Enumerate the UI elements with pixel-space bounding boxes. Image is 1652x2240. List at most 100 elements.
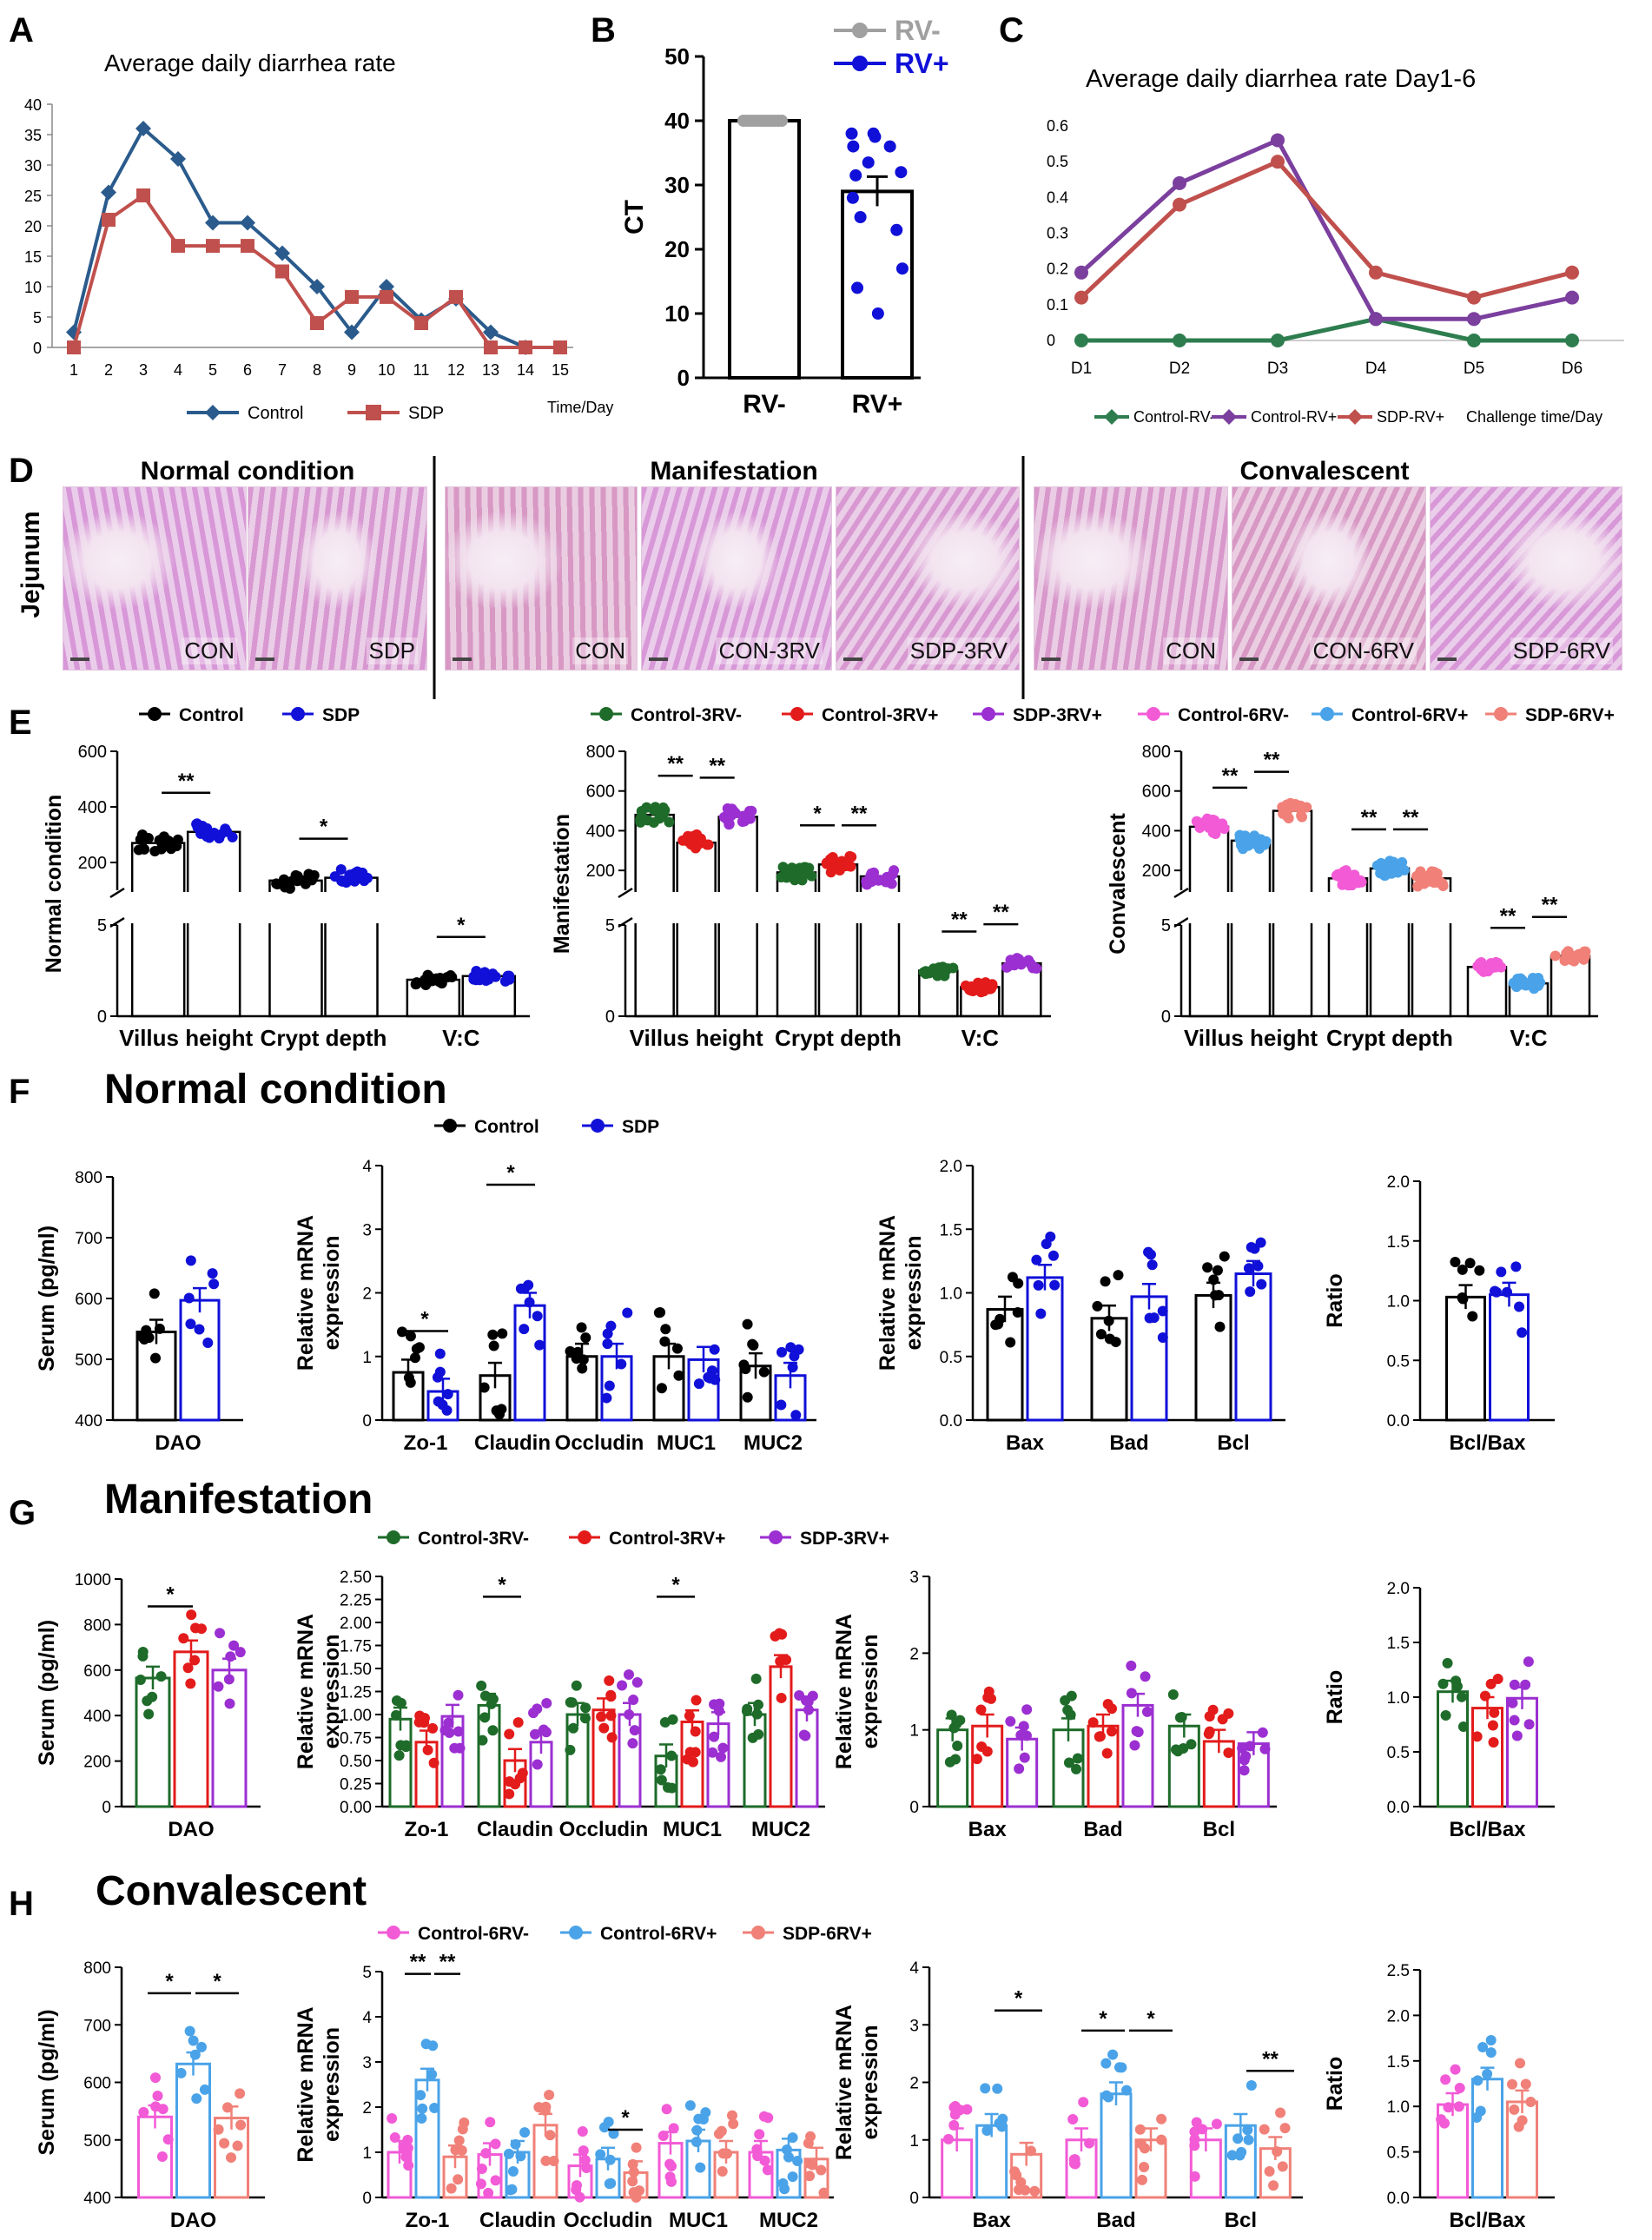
- chart-e3-significance-label: **: [1500, 904, 1517, 928]
- chart-g2-data-point: [656, 1774, 667, 1786]
- chart-f2-data-point: [709, 1344, 720, 1355]
- chart-h3-significance-label: *: [1146, 2007, 1155, 2031]
- chart-a-data-point: [519, 340, 532, 354]
- chart-a-data-point: [206, 239, 220, 254]
- chart-h3-data-point: [1259, 2124, 1270, 2135]
- chart-e2-bar-break: [633, 892, 676, 923]
- chart-f2-data-point: [405, 1377, 416, 1388]
- chart-f4-data-point: [1474, 1265, 1485, 1276]
- chart-g1-data-point: [155, 1671, 167, 1682]
- chart-a-x-tick-label: 3: [139, 361, 148, 379]
- chart-e2-data-point: [1015, 959, 1027, 970]
- chart-e2-significance-label: *: [813, 802, 822, 825]
- chart-h2-significance-label: *: [621, 2106, 630, 2130]
- histology-image-label: CON-3RV: [716, 638, 823, 664]
- chart-f3-y-tick-label: 0.5: [940, 1349, 962, 1367]
- chart-f4-data-point: [1457, 1293, 1469, 1305]
- chart-g2-data-point: [627, 1738, 638, 1749]
- chart-f2-data-point: [703, 1371, 714, 1383]
- chart-g2-data-point: [803, 1696, 814, 1708]
- histology-image: CON-6RV: [1232, 486, 1426, 671]
- chart-h2-data-point: [417, 2103, 428, 2114]
- chart-e3-x-tick-label: Villus height: [1184, 1025, 1318, 1051]
- chart-h3-data-point: [1275, 2107, 1286, 2118]
- chart-e2-data-point: [702, 839, 713, 850]
- chart-e1-bar: [130, 842, 186, 1018]
- chart-h2-data-point: [416, 2113, 427, 2124]
- chart-a-x-tick-label: 12: [447, 361, 465, 379]
- chart-e2-data-point: [841, 858, 852, 869]
- chart-e2-data-point: [939, 970, 950, 981]
- chart-f2-data-point: [580, 1332, 591, 1344]
- chart-h3-y-tick-label: 1: [909, 2132, 919, 2151]
- chart-h2-data-point: [664, 2158, 676, 2170]
- chart-a-data-point: [135, 121, 151, 136]
- chart-h2-data-point: [539, 2105, 551, 2116]
- chart-h3-data-point: [1234, 2150, 1246, 2161]
- chart-e2-legend-label: Control-3RV+: [822, 705, 938, 725]
- chart-f2-y-tick-label: 3: [362, 1221, 372, 1239]
- chart-e1-data-point: [292, 876, 303, 887]
- chart-g4-bar: [1437, 1690, 1469, 1808]
- chart-g1-data-point: [235, 1647, 246, 1658]
- chart-e2-significance-label: **: [709, 754, 725, 777]
- chart-h4-data-point: [1477, 2042, 1489, 2053]
- chart-c-y-tick-label: 0: [1047, 332, 1055, 349]
- chart-f4-data-point: [1510, 1261, 1522, 1272]
- chart-e3-y-tick-label: 800: [1142, 743, 1171, 762]
- chart-h2-data-point: [453, 2135, 465, 2146]
- chart-h3-data-point: [1211, 2118, 1222, 2130]
- chart-e3-data-point: [1207, 827, 1219, 838]
- chart-h1-data-point: [157, 2104, 169, 2115]
- chart-f3-y-axis-label: expression: [902, 1235, 926, 1350]
- chart-g2-y-axis-label: expression: [320, 1634, 344, 1748]
- chart-e1-data-point: [420, 979, 432, 990]
- chart-f2-data-point: [742, 1318, 753, 1330]
- chart-h4-data-point: [1485, 2035, 1497, 2046]
- chart-g1-y-tick-label: 200: [83, 1754, 111, 1772]
- chart-e2-data-point: [746, 805, 757, 816]
- chart-g3-data-point: [1094, 1731, 1105, 1742]
- chart-g2-data-point: [752, 1699, 763, 1710]
- histology-image-label: CON-6RV: [1310, 638, 1417, 664]
- chart-g3-data-point: [1019, 1752, 1030, 1763]
- chart-e3-data-point: [1396, 862, 1407, 873]
- chart-g3-data-point: [1204, 1726, 1215, 1737]
- chart-g1-data-point: [189, 1655, 201, 1666]
- chart-f2-legend-marker: [443, 1119, 457, 1133]
- chart-f2-legend-label: Control: [474, 1117, 539, 1137]
- chart-g2-data-point: [512, 1717, 524, 1728]
- chart-h2-data-point: [627, 2158, 638, 2170]
- chart-g2-y-tick-label: 0.50: [340, 1753, 372, 1771]
- chart-g2-data-point: [604, 1675, 615, 1687]
- chart-g1-y-tick-label: 0: [102, 1799, 111, 1817]
- chart-h2-legend-label: SDP-6RV+: [783, 1924, 872, 1944]
- chart-a-x-axis-label: Time/Day: [547, 399, 613, 416]
- chart-h2-x-tick-label: Claudin: [479, 2209, 556, 2232]
- chart-e3-y-tick-label: 200: [1142, 862, 1171, 881]
- chart-e2-x-tick-label: Crypt depth: [775, 1025, 902, 1051]
- chart-a-y-tick-label: 35: [24, 127, 42, 144]
- chart-g1-data-point: [224, 1698, 235, 1709]
- chart-c-data-point: [1467, 334, 1481, 347]
- chart-h3-data-point: [1156, 2134, 1167, 2145]
- chart-e2-data-point: [635, 814, 646, 825]
- chart-e1-data-point: [158, 831, 169, 842]
- chart-e3-data-point: [1492, 957, 1503, 968]
- chart-b-legend-marker: [852, 56, 868, 71]
- chart-b-data-point: [883, 140, 896, 153]
- scale-bar: [649, 657, 668, 661]
- chart-g3-bar: [971, 1724, 1004, 1808]
- chart-e2-axis-break: [618, 887, 633, 899]
- chart-e2-legend-marker: [981, 707, 995, 721]
- chart-a-data-point: [345, 289, 359, 304]
- chart-f2-x-tick-label: Claudin: [474, 1431, 551, 1455]
- chart-h2-data-point: [429, 2103, 440, 2114]
- chart-h2-data-point: [515, 2151, 526, 2162]
- chart-h2-legend-label: Control-6RV-: [418, 1924, 529, 1944]
- chart-g4-data-point: [1450, 1675, 1462, 1687]
- chart-f2-x-tick-label: MUC2: [743, 1431, 803, 1455]
- chart-g3-bar: [1121, 1703, 1154, 1808]
- chart-h3-x-tick-label: Bad: [1096, 2209, 1135, 2232]
- chart-f1-data-point: [208, 1279, 220, 1290]
